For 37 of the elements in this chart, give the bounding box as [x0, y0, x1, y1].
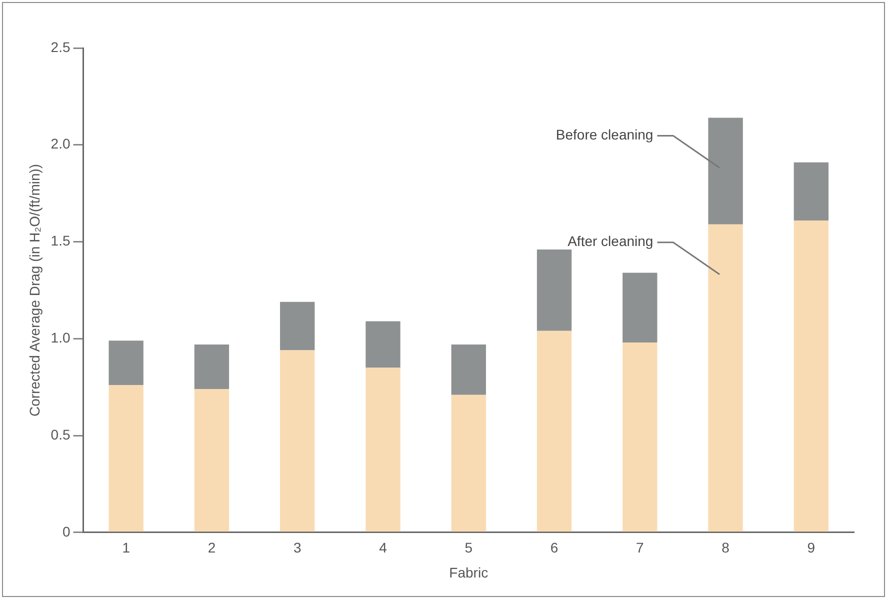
x-tick-label: 3 — [293, 540, 302, 556]
y-tick-label: 0.5 — [50, 426, 70, 442]
x-tick-label: 5 — [464, 540, 473, 556]
x-tick-label: 7 — [636, 540, 644, 556]
y-tick-label: 2.0 — [50, 136, 70, 152]
y-axis-title: Corrected Average Drag (in H₂O/(ft/min)) — [26, 164, 42, 416]
text: After cleaning — [568, 233, 654, 250]
bar — [622, 342, 658, 532]
bar — [794, 162, 829, 220]
bar — [108, 385, 144, 532]
y-tick-label: 0 — [62, 523, 70, 540]
bar — [708, 224, 743, 532]
bar — [708, 118, 743, 224]
x-tick-label: 1 — [122, 540, 130, 556]
bar — [536, 330, 572, 532]
x-tick-label: 8 — [722, 540, 730, 556]
bar — [794, 220, 829, 532]
bar — [366, 368, 400, 532]
bar — [194, 389, 230, 532]
bar — [451, 394, 486, 532]
bar — [194, 344, 230, 390]
bar — [451, 344, 486, 395]
x-tick-label: 9 — [807, 540, 816, 556]
bar — [366, 321, 400, 368]
bar — [280, 302, 315, 350]
y-tick-label: 1.0 — [50, 330, 70, 346]
x-tick-label: 2 — [208, 540, 216, 556]
bar — [536, 250, 572, 331]
x-tick-label: 4 — [379, 540, 388, 556]
y-tick-label: 1.5 — [50, 232, 70, 249]
bar — [108, 340, 144, 386]
y-tick-label: 2.5 — [50, 38, 70, 55]
bar — [280, 350, 315, 532]
bar — [622, 272, 658, 343]
x-tick-label: 6 — [550, 540, 558, 556]
x-axis-title: Fabric — [449, 564, 488, 580]
text: Before cleaning — [556, 126, 654, 143]
